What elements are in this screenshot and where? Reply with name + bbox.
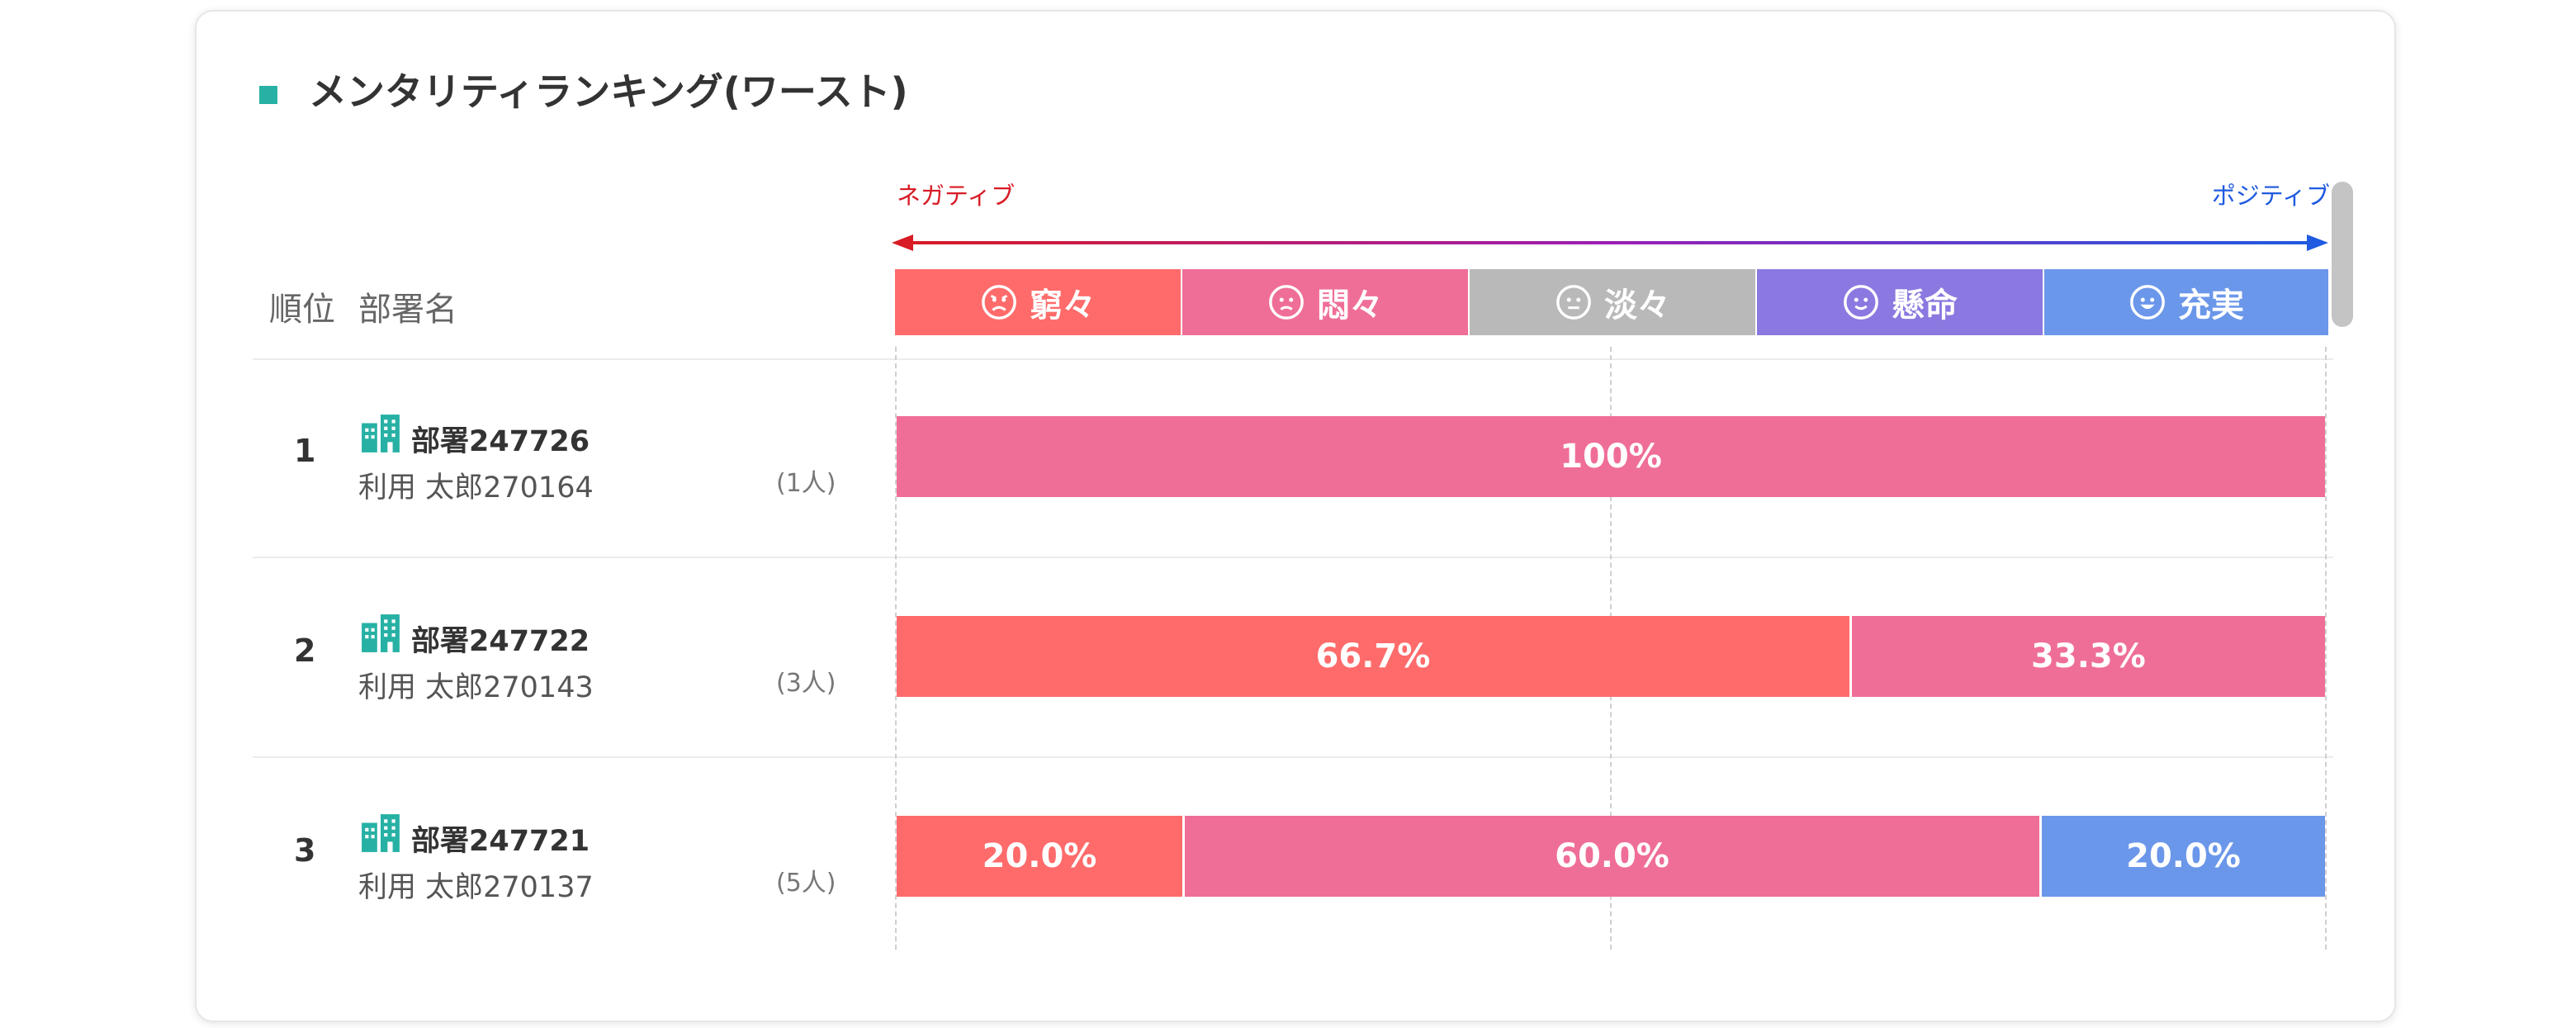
member-count: (3人): [776, 669, 836, 698]
member-count: (5人): [776, 869, 836, 898]
building-icon: [362, 614, 400, 652]
legend-item: 淡々: [1470, 269, 1755, 335]
vertical-scrollbar[interactable]: [2332, 182, 2353, 327]
dept-name: 部署247726: [411, 425, 590, 458]
building-icon: [362, 814, 400, 852]
negative-label: ネガティブ: [897, 182, 1016, 210]
rank-number: 2: [294, 632, 316, 669]
bar-segment[interactable]: 66.7%: [897, 616, 1849, 697]
positive-label: ポジティブ: [2211, 182, 2330, 210]
happy-face-icon: [2130, 285, 2165, 320]
legend-label: 悶々: [1317, 287, 1383, 325]
angry-face-icon: [982, 285, 1016, 320]
rank-number: 3: [294, 832, 316, 869]
legend-item: 悶々: [1182, 269, 1468, 335]
divider: [253, 557, 2333, 558]
card-title: メンタリティランキング(ワースト): [309, 69, 908, 114]
bar-segment[interactable]: 33.3%: [1849, 616, 2325, 697]
rank-column-header: 順位: [269, 291, 335, 329]
grid-line: [895, 347, 897, 950]
user-name: 利用 太郎270164: [358, 471, 594, 505]
user-name: 利用 太郎270137: [358, 871, 594, 904]
bar-segment[interactable]: 20.0%: [2039, 816, 2325, 897]
stacked-bar: 66.7% 33.3%: [897, 616, 2325, 697]
bar-segment[interactable]: 20.0%: [897, 816, 1182, 897]
neutral-face-icon: [1556, 285, 1591, 320]
legend-label: 淡々: [1604, 287, 1670, 325]
legend-item: 窮々: [895, 269, 1181, 335]
dept-column-header: 部署名: [358, 291, 457, 329]
dept-name: 部署247721: [411, 825, 590, 858]
legend-item: 懸命: [1757, 269, 2043, 335]
legend-item: 充実: [2044, 269, 2328, 335]
legend-label: 懸命: [1892, 287, 1958, 325]
frowning-face-icon: [1269, 285, 1304, 320]
smiling-face-icon: [1844, 285, 1878, 320]
user-name: 利用 太郎270143: [358, 671, 594, 704]
divider: [253, 756, 2333, 758]
dept-name: 部署247722: [411, 625, 590, 658]
divider: [253, 358, 2333, 360]
building-icon: [362, 415, 400, 452]
bar-segment[interactable]: 60.0%: [1182, 816, 2039, 897]
bar-segment[interactable]: 100%: [897, 416, 2325, 497]
grid-line: [2325, 347, 2327, 950]
legend-label: 充実: [2178, 287, 2244, 325]
stacked-bar: 100%: [897, 416, 2325, 497]
rank-number: 1: [294, 433, 316, 469]
legend-label: 窮々: [1030, 287, 1096, 325]
title-marker: [259, 86, 277, 104]
stacked-bar: 20.0% 60.0% 20.0%: [897, 816, 2325, 897]
negative-positive-arrow: [892, 234, 2328, 251]
member-count: (1人): [776, 469, 836, 498]
